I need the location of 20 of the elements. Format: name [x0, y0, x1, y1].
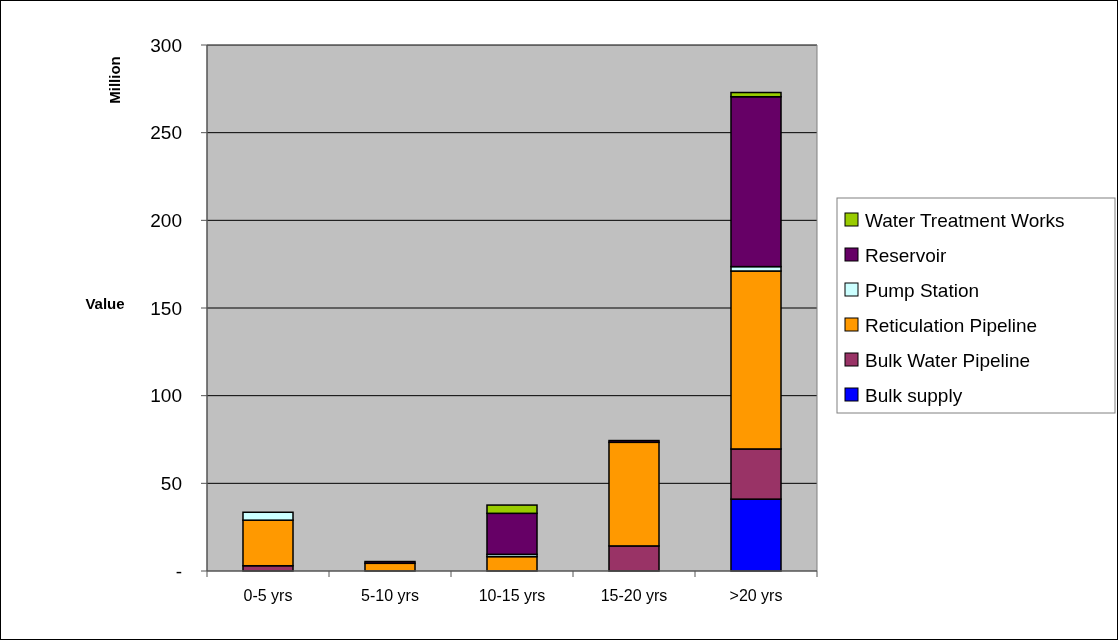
legend-label: Reticulation Pipeline	[865, 314, 1038, 336]
x-tick-label: 10-15 yrs	[478, 587, 546, 604]
y-tick-label: -	[175, 560, 182, 582]
y-tick-label: 300	[150, 34, 182, 56]
x-tick-label: 15-20 yrs	[600, 587, 668, 604]
y-tick-label: 50	[160, 472, 182, 494]
legend-label: Reservoir	[865, 244, 947, 266]
x-tick-label: 5-10 yrs	[361, 587, 419, 604]
legend-label: Bulk Water Pipeline	[865, 349, 1031, 371]
text: Million	[106, 56, 123, 104]
x-tick-label: >20 yrs	[729, 587, 783, 604]
legend-label: Bulk supply	[865, 384, 963, 406]
y-tick-label: 150	[150, 297, 182, 319]
legend-label: Water Treatment Works	[865, 209, 1065, 231]
y-tick-label: 100	[150, 385, 182, 407]
y-tick-label: 250	[150, 122, 182, 144]
x-tick-label: 0-5 yrs	[243, 587, 293, 604]
y-tick-label: 200	[150, 209, 182, 231]
legend-label: Pump Station	[865, 279, 980, 301]
y-axis-title: Value	[85, 295, 125, 312]
